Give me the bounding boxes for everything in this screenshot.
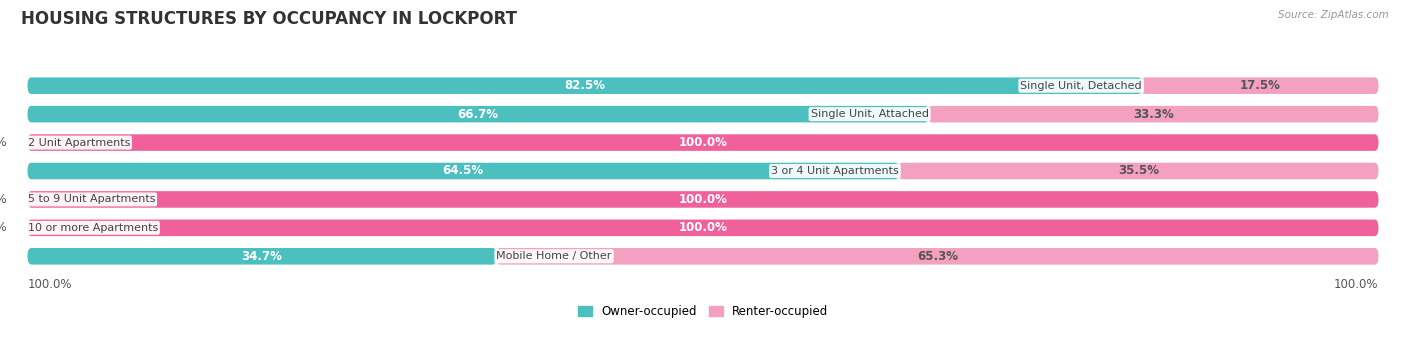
FancyBboxPatch shape bbox=[1142, 78, 1378, 94]
Text: 100.0%: 100.0% bbox=[1334, 278, 1378, 291]
Text: 35.5%: 35.5% bbox=[1118, 165, 1159, 177]
FancyBboxPatch shape bbox=[28, 248, 1378, 264]
FancyBboxPatch shape bbox=[28, 134, 1378, 151]
Text: Single Unit, Detached: Single Unit, Detached bbox=[1021, 81, 1142, 91]
Text: 100.0%: 100.0% bbox=[28, 278, 72, 291]
FancyBboxPatch shape bbox=[28, 220, 1378, 236]
Text: 66.7%: 66.7% bbox=[457, 108, 499, 121]
FancyBboxPatch shape bbox=[28, 78, 1378, 94]
Text: 5 to 9 Unit Apartments: 5 to 9 Unit Apartments bbox=[28, 194, 155, 205]
Text: 17.5%: 17.5% bbox=[1240, 79, 1281, 92]
FancyBboxPatch shape bbox=[898, 163, 1378, 179]
Text: HOUSING STRUCTURES BY OCCUPANCY IN LOCKPORT: HOUSING STRUCTURES BY OCCUPANCY IN LOCKP… bbox=[21, 10, 517, 28]
FancyBboxPatch shape bbox=[28, 191, 1378, 208]
Text: 100.0%: 100.0% bbox=[679, 136, 727, 149]
Text: 33.3%: 33.3% bbox=[1133, 108, 1174, 121]
FancyBboxPatch shape bbox=[28, 78, 1142, 94]
FancyBboxPatch shape bbox=[928, 106, 1378, 122]
Text: 65.3%: 65.3% bbox=[917, 250, 957, 263]
Text: 0.0%: 0.0% bbox=[0, 136, 7, 149]
Text: Source: ZipAtlas.com: Source: ZipAtlas.com bbox=[1278, 10, 1389, 20]
FancyBboxPatch shape bbox=[28, 134, 1378, 151]
Text: 64.5%: 64.5% bbox=[443, 165, 484, 177]
Text: 82.5%: 82.5% bbox=[564, 79, 606, 92]
FancyBboxPatch shape bbox=[28, 106, 928, 122]
Text: 2 Unit Apartments: 2 Unit Apartments bbox=[28, 137, 129, 148]
Text: 3 or 4 Unit Apartments: 3 or 4 Unit Apartments bbox=[770, 166, 898, 176]
Legend: Owner-occupied, Renter-occupied: Owner-occupied, Renter-occupied bbox=[572, 300, 834, 323]
FancyBboxPatch shape bbox=[28, 248, 496, 264]
FancyBboxPatch shape bbox=[28, 163, 898, 179]
Text: Mobile Home / Other: Mobile Home / Other bbox=[496, 251, 612, 261]
Text: 100.0%: 100.0% bbox=[679, 193, 727, 206]
FancyBboxPatch shape bbox=[28, 106, 1378, 122]
Text: 0.0%: 0.0% bbox=[0, 193, 7, 206]
Text: 100.0%: 100.0% bbox=[679, 221, 727, 234]
FancyBboxPatch shape bbox=[28, 191, 1378, 208]
Text: 10 or more Apartments: 10 or more Apartments bbox=[28, 223, 157, 233]
FancyBboxPatch shape bbox=[28, 220, 1378, 236]
FancyBboxPatch shape bbox=[496, 248, 1378, 264]
Text: 0.0%: 0.0% bbox=[0, 221, 7, 234]
Text: Single Unit, Attached: Single Unit, Attached bbox=[811, 109, 928, 119]
Text: 34.7%: 34.7% bbox=[242, 250, 283, 263]
FancyBboxPatch shape bbox=[28, 163, 1378, 179]
